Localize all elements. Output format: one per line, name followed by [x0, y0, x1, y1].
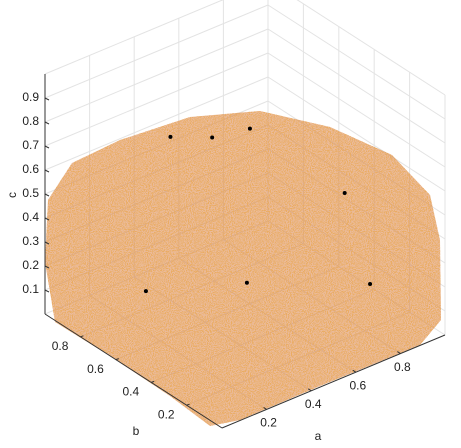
data-point: [210, 135, 215, 140]
z-tick-label: 0.1: [22, 282, 39, 296]
y-tick: [186, 403, 190, 406]
z-tick-label: 0.9: [22, 90, 39, 104]
x-tick-label: 0.2: [260, 416, 277, 430]
data-point: [368, 282, 373, 287]
z-tick-label: 0.6: [22, 162, 39, 176]
y-tick: [115, 358, 119, 361]
y-tick-label: 0.6: [87, 362, 104, 376]
x-tick: [307, 388, 312, 392]
grid-line: [267, 28, 446, 144]
x-tick-label: 0.6: [349, 378, 366, 392]
y-tick-label: 0.4: [123, 385, 140, 399]
wall-edge: [296, 0, 446, 96]
wall-edge: [44, 0, 224, 75]
z-tick-label: 0.7: [22, 138, 39, 152]
z-tick-label: 0.5: [22, 186, 39, 200]
data-point: [342, 190, 347, 195]
z-axis-label: c: [5, 192, 19, 198]
z-tick-label: 0.3: [22, 234, 39, 248]
grid-line: [267, 52, 446, 168]
x-tick: [397, 351, 401, 355]
z-tick: [44, 193, 50, 197]
y-tick-label: 0.2: [158, 407, 175, 421]
x-axis-label: a: [315, 429, 322, 443]
z-tick: [44, 217, 50, 221]
z-tick: [44, 289, 50, 293]
z-tick-label: 0.2: [22, 258, 39, 272]
z-tick: [44, 169, 50, 173]
grid-line: [44, 4, 269, 99]
z-tick: [44, 265, 50, 269]
grid-line: [44, 52, 269, 147]
data-point: [168, 134, 173, 139]
x-axis: [221, 334, 446, 429]
z-tick-label: 0.4: [22, 210, 39, 224]
foreground: 0.2 0.4 0.6 0.8 0.2 0.4 0.6 0.8 0.1 0.2 0.3 0.4 0.5 0…: [22, 74, 446, 430]
x-tick: [352, 369, 357, 373]
data-point: [143, 289, 148, 294]
x-tick-label: 0.4: [305, 397, 322, 411]
z-tick: [44, 121, 50, 125]
z-tick: [44, 97, 50, 101]
grid-line: [44, 28, 269, 123]
z-tick: [44, 145, 50, 149]
z-tick: [44, 241, 50, 245]
z-tick-label: 0.8: [22, 114, 39, 128]
grid-line: [44, 76, 269, 171]
grid-line: [267, 76, 446, 192]
x-tick-label: 0.8: [394, 360, 411, 374]
data-point: [244, 280, 249, 285]
x-tick: [263, 406, 267, 410]
y-axis: [44, 313, 223, 429]
data-point: [247, 126, 252, 131]
y-tick: [80, 335, 84, 338]
y-tick: [151, 380, 155, 383]
y-axis-label: b: [133, 424, 140, 438]
point-cloud: [45, 111, 441, 426]
cloud-speckle: [45, 111, 441, 426]
y-tick-label: 0.8: [52, 339, 69, 353]
grid-line: [267, 4, 446, 120]
